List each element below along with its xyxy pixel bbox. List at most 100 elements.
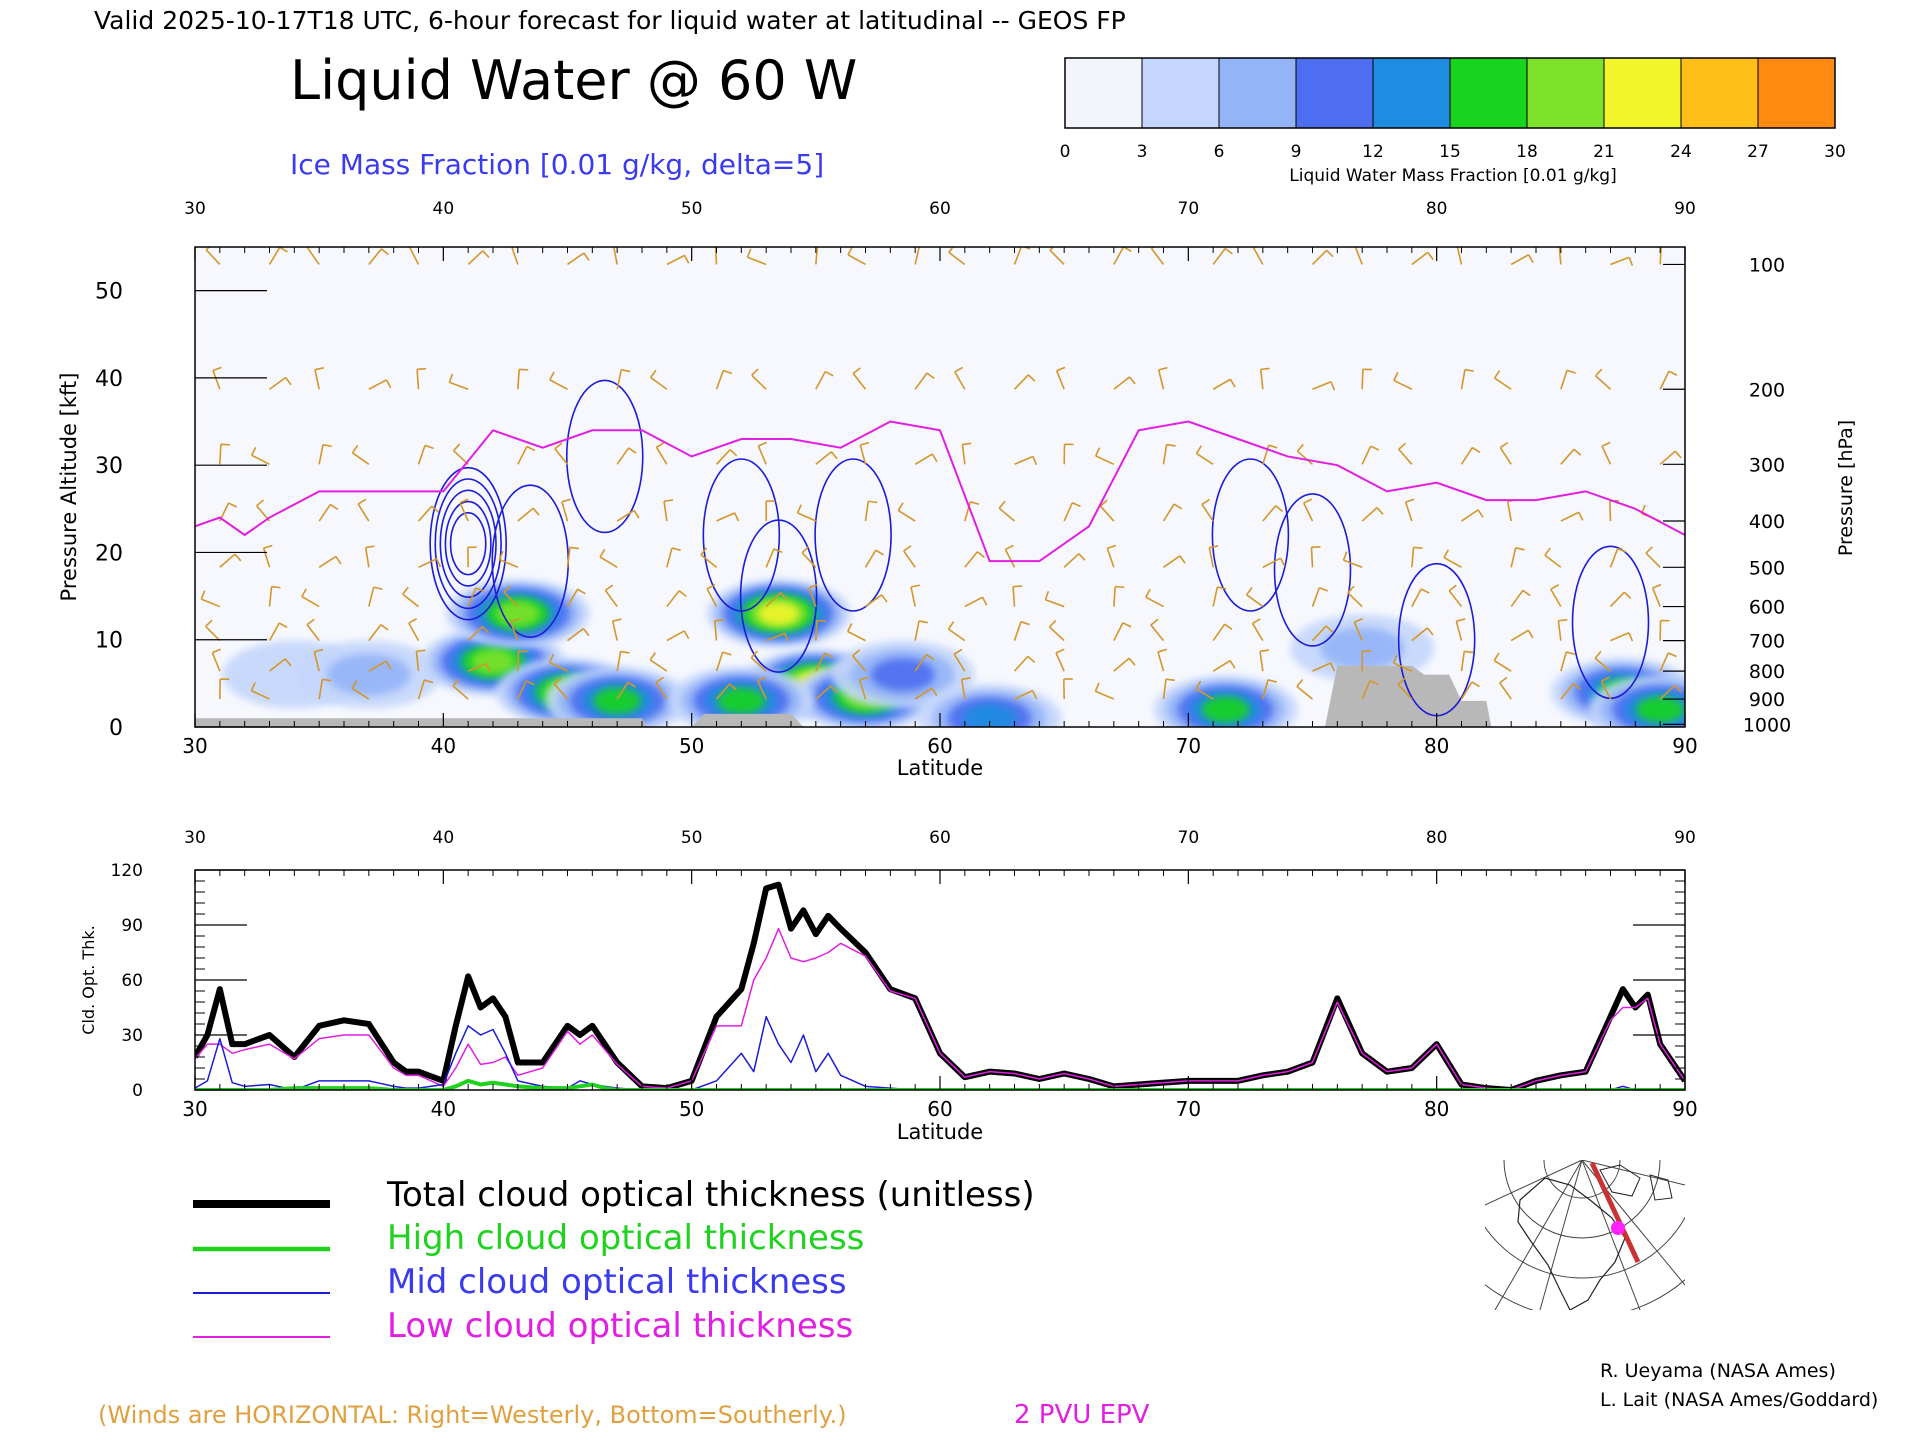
wind-barb [1012, 586, 1016, 607]
wind-barb-flag [582, 628, 590, 637]
wind-barb [402, 593, 419, 608]
wind-barb-flag [503, 585, 511, 593]
wind-barb-flag [1493, 652, 1500, 661]
wind-barb-flag [1499, 441, 1509, 449]
wind-barb-flag [408, 618, 418, 624]
wind-barb [1145, 596, 1164, 608]
wind-barb [567, 627, 584, 642]
wind-barb-flag [1601, 441, 1611, 447]
wind-barb-flag [650, 369, 657, 378]
wind-barb [364, 547, 370, 568]
wind-barb-flag [380, 623, 389, 631]
wind-barb [1252, 247, 1264, 265]
wind-barb-flag [314, 367, 324, 371]
wind-barb [219, 553, 236, 568]
wind-barb [1013, 374, 1029, 390]
top-y2label: Pressure [hPa] [1835, 420, 1857, 556]
wind-barb [1311, 587, 1321, 607]
wind-barb-flag [1448, 584, 1457, 592]
wind-barb-flag [1578, 511, 1584, 521]
colorbar: 0 3 6 9 12 15 18 21 24 27 30 [1060, 57, 1846, 162]
wind-barb-flag [1005, 544, 1014, 551]
wind-barb [1310, 547, 1314, 568]
pressure-tick-label: 600 [1749, 597, 1785, 619]
wind-barb-flag [482, 250, 490, 258]
wind-barb [663, 501, 668, 522]
colorbar-tick-label: 18 [1516, 142, 1538, 162]
colorbar-segment [1449, 57, 1528, 129]
locator-map [1485, 1160, 1685, 1310]
wind-barb [567, 252, 585, 266]
wind-barb-flag [779, 592, 788, 600]
wind-barb-flag [459, 498, 469, 504]
wind-barb-flag [628, 447, 637, 454]
wind-barb-flag [948, 247, 954, 253]
wind-barb-flag [1275, 505, 1284, 513]
wind-barb-flag [1457, 243, 1466, 245]
colorbar-segment [1372, 57, 1451, 129]
wind-barb [517, 651, 520, 672]
wind-barb-flag [1173, 503, 1183, 510]
wind-barb [751, 374, 767, 390]
wind-barb [1212, 623, 1226, 642]
y-tick-label: 120 [111, 861, 143, 881]
wind-barb-flag [1128, 657, 1136, 666]
wind-barb-flag [212, 366, 222, 372]
wind-barb-flag [553, 677, 562, 685]
wind-barb [415, 651, 420, 672]
legend-label-mid: Mid cloud optical thickness [387, 1262, 847, 1302]
wind-barb [509, 621, 519, 641]
wind-barb-flag [758, 441, 767, 447]
wind-barb [452, 450, 469, 465]
wind-barb [1201, 504, 1214, 522]
wind-barb [852, 655, 867, 672]
liquid-water-blob [1636, 696, 1685, 723]
wind-barb [756, 680, 767, 700]
wind-barb [313, 651, 320, 672]
wind-barb-flag [234, 553, 242, 562]
wind-barb-flag [351, 445, 359, 454]
ice-contour [1211, 458, 1290, 612]
wind-barb [1411, 251, 1429, 266]
liquid-water-panel: 3030404050506060707080809090010203040501… [57, 199, 1857, 780]
wind-barb-flag [1078, 553, 1086, 561]
y-tick-label: 90 [121, 916, 143, 936]
wind-barb [1045, 598, 1065, 608]
wind-barb [318, 679, 324, 700]
wind-barb [914, 372, 928, 390]
wind-barb-flag [970, 501, 980, 506]
wind-barb [1312, 381, 1332, 390]
wind-barb [467, 625, 483, 642]
wind-barb [616, 369, 623, 390]
wind-barb-flag [925, 653, 935, 661]
wind-barb [914, 453, 933, 465]
wind-barb-flag [380, 248, 389, 256]
wind-barb [1455, 621, 1463, 641]
wind-barb-flag [860, 441, 870, 446]
y-tick-label: 30 [95, 454, 123, 479]
wind-barb [765, 632, 786, 642]
wind-barb-flag [998, 500, 1006, 509]
wind-barb-flag [1652, 583, 1662, 589]
wind-barb-flag [1426, 627, 1434, 636]
wind-barb [616, 651, 622, 672]
x-tick-label: 30 [182, 734, 207, 758]
top-axes: 3030404050506060707080809090010203040501… [95, 199, 1791, 758]
wind-barb-flag [1527, 254, 1534, 264]
wind-barb [865, 594, 883, 608]
x-tick-label: 70 [1176, 1097, 1201, 1121]
wind-barb [549, 661, 568, 672]
wind-barb [852, 373, 867, 390]
colorbar-tick-label: 6 [1214, 142, 1225, 162]
wind-barb-flag [452, 678, 460, 687]
wind-barb-flag [431, 505, 440, 513]
cross-section-marker [1611, 1221, 1625, 1235]
wind-barb [1113, 376, 1131, 390]
wind-barb-flag [322, 678, 332, 682]
wind-barb [1550, 588, 1562, 607]
wind-barb-flag [263, 544, 273, 549]
wind-barb [1157, 651, 1165, 672]
wind-barb-flag [1209, 545, 1219, 549]
wind-barb-flag [1217, 586, 1227, 590]
wind-barb-flag [1515, 547, 1525, 551]
